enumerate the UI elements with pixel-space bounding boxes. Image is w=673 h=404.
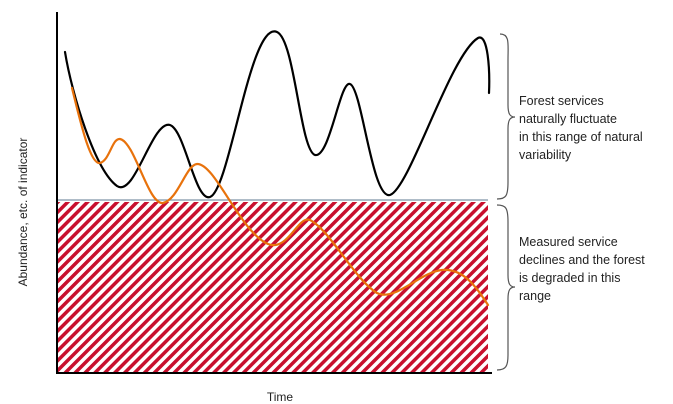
lower-annotation-line-4: range bbox=[519, 289, 551, 303]
lower-annotation-line-2: declines and the forest bbox=[519, 253, 645, 267]
natural-variability-line bbox=[63, 30, 491, 199]
x-axis-label: Time bbox=[267, 390, 294, 404]
lower-annotation-line-1: Measured service bbox=[519, 235, 618, 249]
lower-range-brace bbox=[496, 204, 516, 371]
degrading-service-line bbox=[70, 86, 490, 307]
lower-annotation-line-3: is degraded in this bbox=[519, 271, 620, 285]
upper-annotation-line-1: Forest services bbox=[519, 94, 604, 108]
upper-range-annotation: Forest services naturally fluctuate in t… bbox=[519, 94, 646, 162]
upper-annotation-line-4: variability bbox=[519, 148, 572, 162]
lower-range-annotation: Measured service declines and the forest… bbox=[519, 235, 648, 303]
y-axis-label: Abundance, etc. of indicator bbox=[16, 138, 30, 287]
upper-range-brace bbox=[496, 33, 516, 200]
degraded-range-region bbox=[58, 202, 488, 372]
upper-annotation-line-3: in this range of natural bbox=[519, 130, 643, 144]
upper-annotation-line-2: naturally fluctuate bbox=[519, 112, 617, 126]
